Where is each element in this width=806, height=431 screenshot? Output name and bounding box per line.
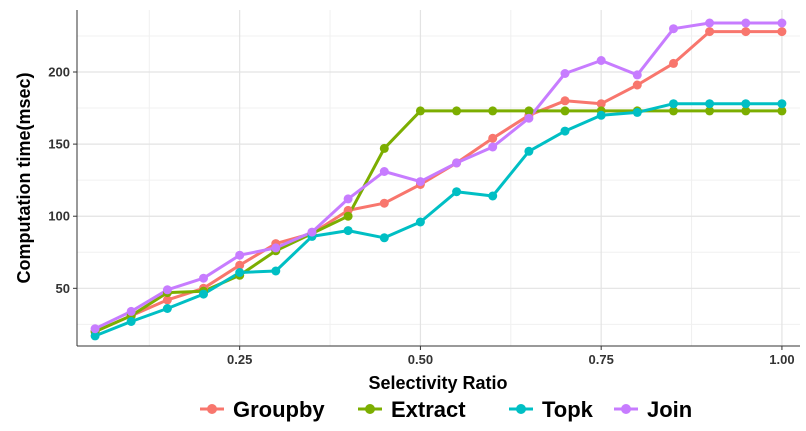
extract-line (93, 109, 784, 334)
topk-point (669, 99, 678, 109)
extract-point (415, 106, 425, 116)
extract-legend-label: Extract (391, 397, 466, 422)
groupby-line (93, 30, 784, 334)
join-point (632, 70, 642, 80)
extract-point (669, 106, 678, 116)
groupby-point (379, 198, 389, 208)
join-point (90, 324, 100, 334)
join-point (705, 18, 715, 28)
join-point (741, 18, 751, 28)
extract-point (777, 106, 787, 116)
topk-point (199, 289, 208, 299)
x-axis-ticks: 0.25 0.50 0.75 1.00 (227, 346, 795, 367)
join-point (524, 113, 534, 123)
x-tick-label: 0.25 (227, 352, 252, 367)
extract-point (379, 143, 389, 153)
join-point (560, 69, 570, 78)
groupby-point (560, 96, 570, 106)
topk-point (632, 107, 642, 117)
topk-point (488, 191, 498, 201)
join-point (162, 285, 172, 295)
minor-gridlines (77, 10, 800, 346)
series-lines (93, 21, 784, 338)
y-axis-ticks: 50 100 150 200 (48, 65, 77, 296)
topk-point (705, 99, 715, 109)
topk-point (596, 110, 606, 120)
join-line (93, 21, 784, 331)
join-point (379, 167, 389, 176)
join-point (126, 306, 136, 316)
topk-point (235, 268, 245, 277)
groupby-point (596, 99, 606, 109)
y-tick-label: 100 (48, 209, 70, 224)
join-point (271, 243, 281, 253)
topk-point (271, 266, 281, 276)
groupby-point (741, 27, 751, 37)
topk-point (162, 304, 172, 313)
x-tick-label: 0.75 (589, 352, 614, 367)
join-point (488, 142, 498, 152)
join-point (199, 273, 208, 283)
groupby-legend-key-point (207, 404, 217, 414)
x-axis-title: Selectivity Ratio (368, 373, 507, 393)
extract-point (524, 106, 534, 116)
topk-point (126, 317, 136, 326)
join-point (452, 158, 462, 168)
extract-point (343, 211, 353, 221)
groupby-point (777, 27, 787, 37)
x-tick-label: 0.50 (408, 352, 433, 367)
extract-point (741, 106, 751, 116)
topk-point (741, 99, 751, 109)
groupby-point (162, 295, 172, 305)
y-tick-label: 150 (48, 137, 70, 152)
topk-point (524, 146, 534, 156)
join-point (307, 227, 317, 237)
join-point (596, 56, 606, 65)
topk-line (93, 102, 784, 338)
join-legend-label: Join (647, 397, 692, 422)
extract-point (705, 106, 715, 116)
groupby-point (632, 80, 642, 90)
join-point (777, 18, 787, 28)
major-gridlines (77, 10, 800, 346)
topk-point (560, 126, 570, 136)
join-point (669, 24, 678, 34)
join-point (235, 250, 245, 260)
topk-point (343, 226, 353, 236)
groupby-point (669, 58, 678, 68)
topk-point (90, 331, 100, 341)
topk-point (379, 233, 389, 243)
topk-point (452, 187, 462, 197)
join-point (343, 194, 353, 204)
extract-legend-key-point (365, 404, 375, 414)
extract-point (560, 106, 570, 116)
join-legend-key-point (621, 404, 631, 414)
extract-point (452, 106, 462, 116)
groupby-legend-label: Groupby (233, 397, 325, 422)
y-axis-title: Computation time(msec) (14, 72, 34, 283)
topk-point (415, 217, 425, 227)
extract-point (488, 106, 498, 116)
series-points (90, 18, 787, 341)
groupby-point (705, 27, 715, 37)
y-tick-label: 50 (56, 281, 70, 296)
groupby-point (488, 133, 498, 143)
topk-legend-label: Topk (542, 397, 594, 422)
y-tick-label: 200 (48, 65, 70, 80)
topk-legend-key-point (516, 404, 526, 414)
legend: Groupby Extract Topk Join (200, 397, 692, 422)
x-tick-label: 1.00 (769, 352, 794, 367)
topk-point (777, 99, 787, 109)
groupby-point (235, 260, 245, 270)
join-point (415, 177, 425, 187)
